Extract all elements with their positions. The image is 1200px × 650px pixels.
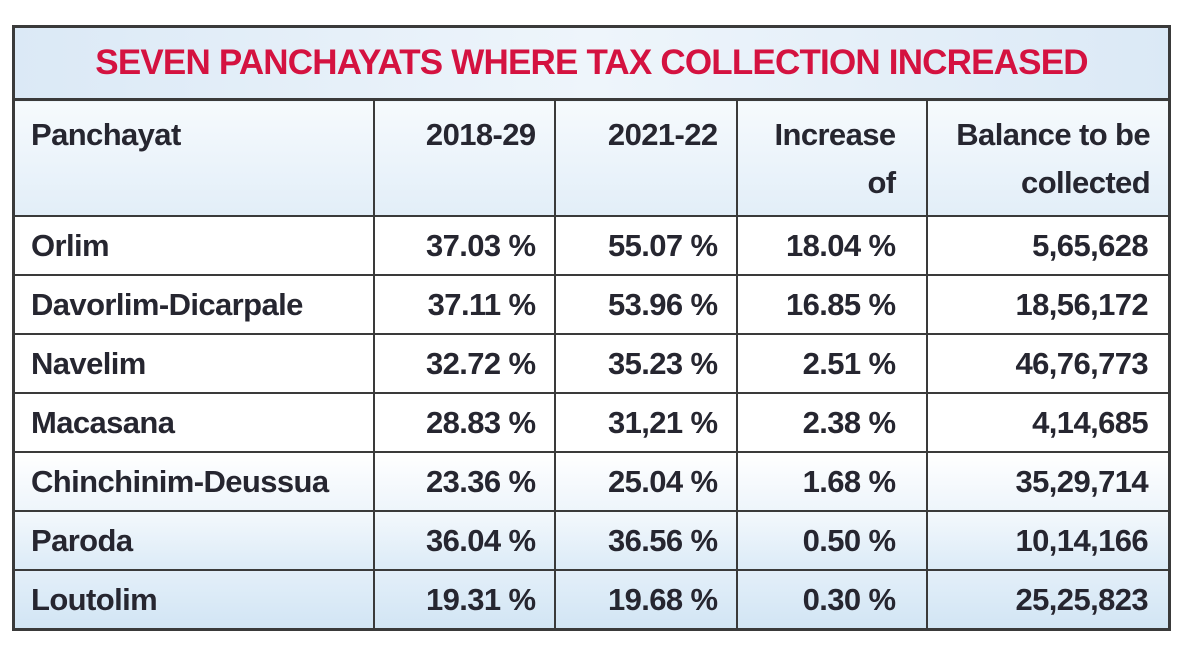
rate-2021-22-cell: 31,21 %	[553, 392, 738, 453]
column-header-panchayat: Panchayat	[12, 98, 375, 217]
rate-2018-29-cell: 37.03 %	[372, 215, 556, 276]
balance-cell: 18,56,172	[925, 274, 1171, 335]
table-row: Paroda 36.04 % 36.56 % 0.50 % 10,14,166	[12, 510, 1171, 571]
rate-2021-22-cell: 53.96 %	[553, 274, 738, 335]
column-header-increase: Increase of	[735, 98, 928, 217]
panchayat-cell: Chinchinim-Deussua	[12, 451, 375, 512]
rate-2018-29-cell: 28.83 %	[372, 392, 556, 453]
balance-cell: 25,25,823	[925, 569, 1171, 631]
tax-collection-table-container: SEVEN PANCHAYATS WHERE TAX COLLECTION IN…	[12, 25, 1172, 631]
balance-cell: 10,14,166	[925, 510, 1171, 571]
panchayat-cell: Loutolim	[12, 569, 375, 631]
rate-2021-22-cell: 19.68 %	[553, 569, 738, 631]
panchayat-cell: Davorlim-Dicarpale	[12, 274, 375, 335]
rate-2021-22-cell: 35.23 %	[553, 333, 738, 394]
table-row: Orlim 37.03 % 55.07 % 18.04 % 5,65,628	[12, 215, 1171, 276]
table-row: Macasana 28.83 % 31,21 % 2.38 % 4,14,685	[12, 392, 1171, 453]
table-title: SEVEN PANCHAYATS WHERE TAX COLLECTION IN…	[12, 25, 1171, 101]
balance-cell: 4,14,685	[925, 392, 1171, 453]
column-header-2018-29: 2018-29	[372, 98, 556, 217]
table-row: Davorlim-Dicarpale 37.11 % 53.96 % 16.85 % 1…	[12, 274, 1171, 335]
rate-2018-29-cell: 19.31 %	[372, 569, 556, 631]
table-body: Orlim 37.03 % 55.07 % 18.04 % 5,65,628 Davorl…	[12, 215, 1171, 631]
balance-cell: 46,76,773	[925, 333, 1171, 394]
rate-2021-22-cell: 55.07 %	[553, 215, 738, 276]
header-row: Panchayat 2018-29 2021-22 Increase of Ba…	[12, 98, 1171, 217]
rate-2018-29-cell: 36.04 %	[372, 510, 556, 571]
rate-2018-29-cell: 32.72 %	[372, 333, 556, 394]
panchayat-cell: Macasana	[12, 392, 375, 453]
column-header-2021-22: 2021-22	[553, 98, 738, 217]
table-row: Navelim 32.72 % 35.23 % 2.51 % 46,76,773	[12, 333, 1171, 394]
panchayat-cell: Paroda	[12, 510, 375, 571]
table-row: Loutolim 19.31 % 19.68 % 0.30 % 25,25,823	[12, 569, 1171, 631]
column-header-balance: Balance to be collected	[925, 98, 1171, 217]
increase-cell: 2.38 %	[735, 392, 928, 453]
increase-cell: 16.85 %	[735, 274, 928, 335]
tax-collection-table: SEVEN PANCHAYATS WHERE TAX COLLECTION IN…	[12, 25, 1172, 631]
panchayat-cell: Orlim	[12, 215, 375, 276]
rate-2021-22-cell: 36.56 %	[553, 510, 738, 571]
increase-cell: 0.30 %	[735, 569, 928, 631]
increase-cell: 1.68 %	[735, 451, 928, 512]
balance-cell: 35,29,714	[925, 451, 1171, 512]
rate-2021-22-cell: 25.04 %	[553, 451, 738, 512]
increase-cell: 2.51 %	[735, 333, 928, 394]
panchayat-cell: Navelim	[12, 333, 375, 394]
rate-2018-29-cell: 37.11 %	[372, 274, 556, 335]
table-row: Chinchinim-Deussua 23.36 % 25.04 % 1.68 % 35…	[12, 451, 1171, 512]
increase-cell: 0.50 %	[735, 510, 928, 571]
increase-cell: 18.04 %	[735, 215, 928, 276]
balance-cell: 5,65,628	[925, 215, 1171, 276]
rate-2018-29-cell: 23.36 %	[372, 451, 556, 512]
